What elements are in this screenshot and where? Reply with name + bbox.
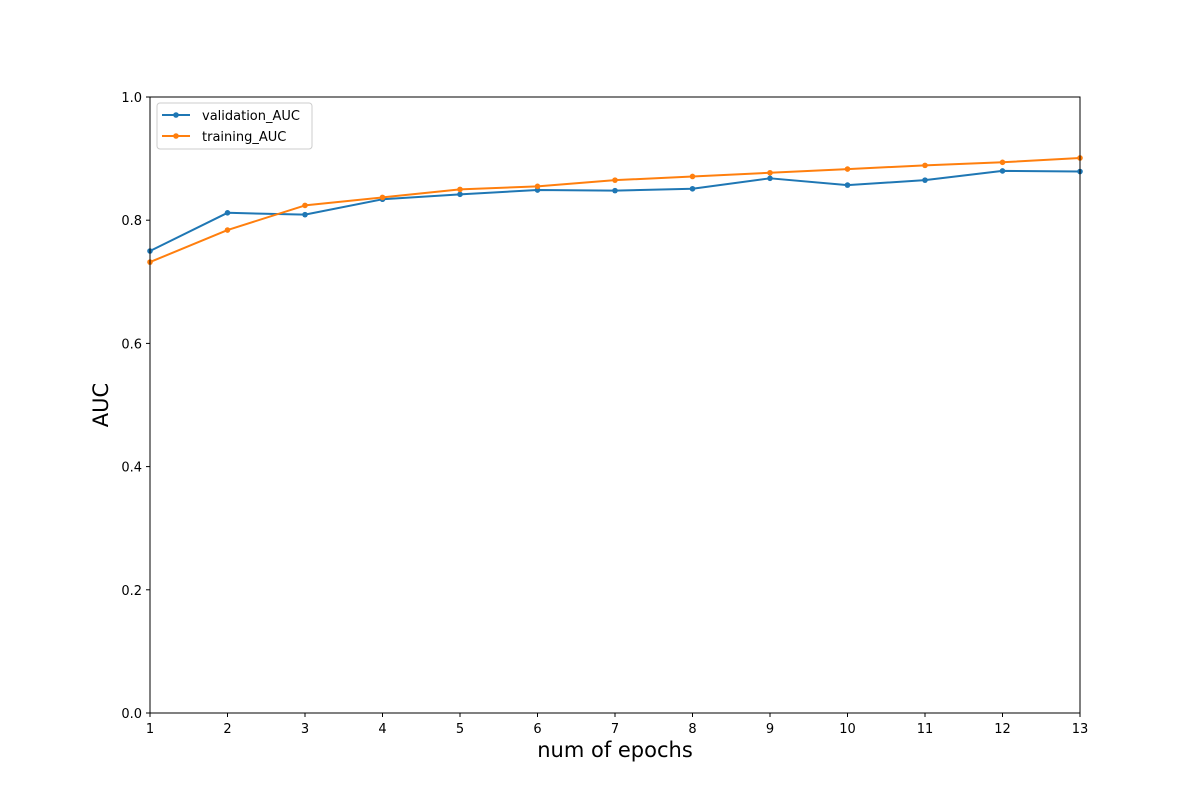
y-tick-label: 0.8 bbox=[121, 214, 142, 229]
data-point-training_AUC bbox=[612, 177, 618, 183]
y-axis: 0.0 0.2 0.4 0.6 0.8 1.0 bbox=[121, 91, 150, 722]
data-point-validation_AUC bbox=[844, 182, 851, 188]
x-tick-label: 6 bbox=[533, 722, 541, 737]
x-tick-label: 7 bbox=[611, 722, 619, 737]
data-point-training_AUC bbox=[767, 169, 773, 176]
x-tick-label: 1 bbox=[146, 722, 154, 737]
data-point-validation_AUC bbox=[999, 168, 1006, 174]
data-point-training_AUC bbox=[844, 166, 851, 172]
legend-label: training_AUC bbox=[202, 130, 286, 145]
data-point-training_AUC bbox=[999, 159, 1006, 166]
x-axis: 1 2 3 4 5 6 7 8 9 10 11 12 13 bbox=[146, 713, 1088, 737]
series-line-training_AUC bbox=[149, 156, 1081, 264]
data-point-validation_AUC bbox=[457, 191, 463, 198]
legend-marker bbox=[173, 133, 179, 139]
data-point-training_AUC bbox=[379, 194, 386, 201]
x-tick-label: 2 bbox=[223, 722, 231, 737]
data-point-validation_AUC bbox=[689, 185, 696, 192]
x-tick-label: 9 bbox=[766, 722, 774, 737]
data-point-validation_AUC bbox=[224, 210, 231, 216]
data-point-validation_AUC bbox=[922, 177, 928, 183]
legend-box bbox=[156, 102, 313, 150]
data-point-training_AUC bbox=[689, 173, 696, 180]
y-tick-label: 0.4 bbox=[121, 461, 142, 476]
data-point-training_AUC bbox=[457, 186, 463, 193]
y-tick-label: 0.2 bbox=[121, 584, 142, 599]
x-axis-title: num of epochs bbox=[537, 738, 693, 762]
data-point-training_AUC bbox=[224, 227, 231, 233]
y-tick-label: 0.6 bbox=[121, 337, 142, 352]
x-tick-label: 3 bbox=[301, 722, 309, 737]
x-tick-label: 4 bbox=[378, 722, 386, 737]
x-tick-label: 10 bbox=[839, 722, 856, 737]
data-point-validation_AUC bbox=[612, 187, 618, 194]
legend-label: validation_AUC bbox=[202, 109, 300, 124]
data-point-training_AUC bbox=[922, 162, 928, 169]
legend-marker bbox=[173, 112, 179, 118]
x-tick-label: 5 bbox=[456, 722, 464, 737]
y-tick-label: 1.0 bbox=[121, 91, 142, 106]
x-tick-label: 8 bbox=[688, 722, 696, 737]
legend: validation_AUC training_AUC bbox=[156, 102, 313, 150]
data-point-training_AUC bbox=[302, 202, 308, 209]
x-tick-label: 12 bbox=[994, 722, 1011, 737]
data-point-validation_AUC bbox=[767, 175, 773, 182]
data-point-training_AUC bbox=[534, 183, 541, 190]
x-tick-label: 13 bbox=[1072, 722, 1089, 737]
y-axis-title: AUC bbox=[89, 383, 113, 427]
x-tick-label: 11 bbox=[917, 722, 934, 737]
y-tick-label: 0.0 bbox=[121, 707, 142, 722]
data-point-validation_AUC bbox=[302, 211, 308, 218]
series-layer bbox=[147, 155, 1083, 265]
